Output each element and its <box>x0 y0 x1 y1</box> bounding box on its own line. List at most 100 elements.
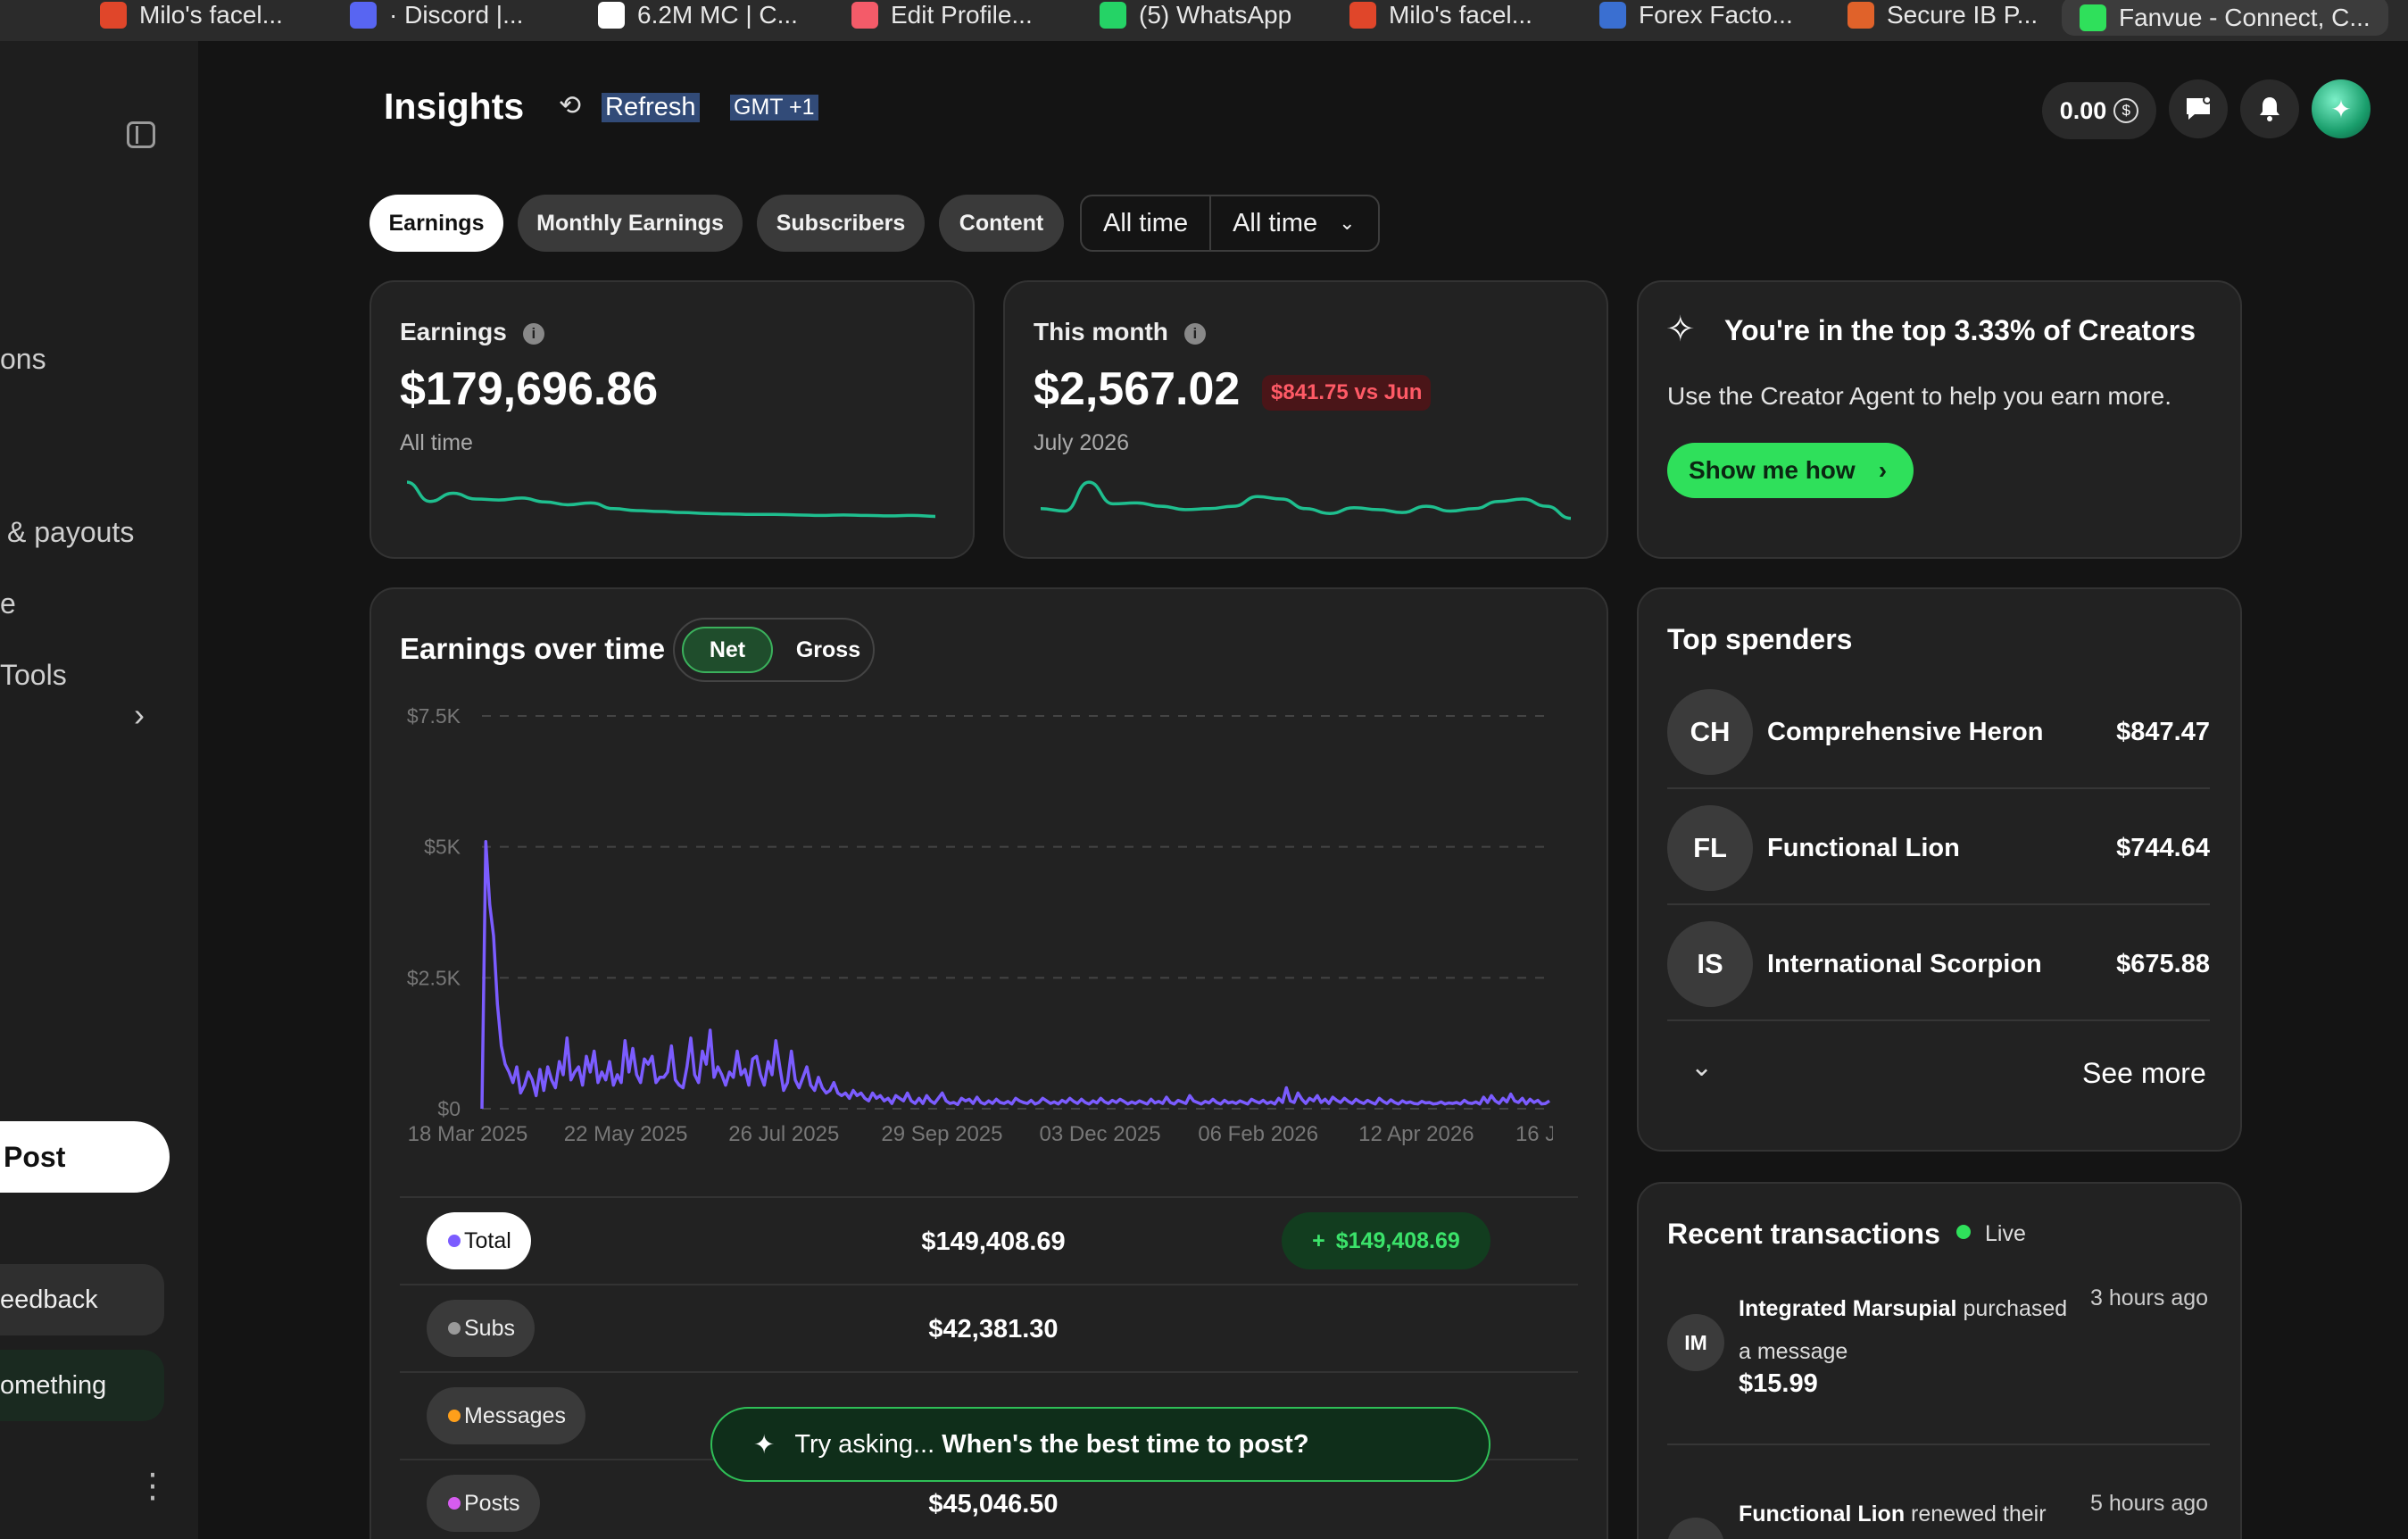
browser-tab-label: 6.2M MC | C... <box>637 1 798 29</box>
plus-icon: + <box>1312 1227 1325 1253</box>
posts-dot-icon <box>448 1497 461 1510</box>
sidebar-item-subscriptions[interactable]: ons <box>0 343 46 375</box>
browser-tab-label: Secure IB P... <box>1887 1 2038 29</box>
browser-tab[interactable]: · Discord |... <box>350 0 523 30</box>
browser-tab-label: Fanvue - Connect, C... <box>2119 4 2371 31</box>
this-month-card <box>1003 280 1608 559</box>
breakdown-value-posts: $45,046.50 <box>928 1490 1059 1518</box>
x-tick-label: 22 May 2025 <box>564 1122 688 1146</box>
sidebar-item-tools[interactable]: Tools <box>0 659 67 691</box>
browser-tab-label: Forex Facto... <box>1639 1 1793 29</box>
transaction-time: 5 hours ago <box>2090 1491 2209 1516</box>
x-tick-label: 16 Jun 2026 <box>1515 1122 1553 1146</box>
dollar-coin-icon: $ <box>2113 98 2139 123</box>
creator-rank-card <box>1637 280 2242 559</box>
transaction-amount: $15.99 <box>1739 1369 1818 1398</box>
bell-icon[interactable] <box>2240 79 2299 138</box>
spender-row[interactable]: IS International Scorpion $675.88 <box>1667 905 2210 1021</box>
see-more-link[interactable]: See more <box>2082 1057 2206 1089</box>
browser-tab[interactable]: 6.2M MC | C... <box>598 0 798 30</box>
top-spenders-title: Top spenders <box>1667 623 1853 655</box>
ask-agent-bar[interactable]: ✦ Try asking... When's the best time to … <box>710 1407 1490 1482</box>
new-post-button[interactable]: Post <box>0 1121 170 1193</box>
breakdown-chip-posts[interactable]: Posts <box>427 1475 540 1532</box>
spender-row[interactable]: FL Functional Lion $744.64 <box>1667 789 2210 905</box>
creator-rank-subtitle: Use the Creator Agent to help you earn m… <box>1667 382 2171 410</box>
browser-tab-label: Edit Profile... <box>891 1 1033 29</box>
date-range-select[interactable]: All time All time ⌄ <box>1080 195 1380 252</box>
browser-tab-label: Milo's facel... <box>1389 1 1532 29</box>
browser-tab[interactable]: Forex Facto... <box>1599 0 1793 30</box>
filter-chip-earnings[interactable]: Earnings <box>370 195 503 252</box>
tab-favicon-icon <box>598 2 625 29</box>
balance-value: 0.00 <box>2059 96 2107 124</box>
earnings-sparkline <box>406 480 936 519</box>
browser-tab-label: · Discord |... <box>389 1 524 29</box>
x-tick-label: 29 Sep 2025 <box>881 1122 1002 1146</box>
avatar: IM <box>1667 1314 1724 1371</box>
toggle-net[interactable]: Net <box>682 627 773 673</box>
tab-favicon-icon <box>1848 2 1874 29</box>
earnings-series-line <box>480 840 1550 1110</box>
transaction-text-line2: a message <box>1739 1339 1848 1364</box>
spender-row[interactable]: CH Comprehensive Heron $847.47 <box>1667 673 2210 789</box>
breakdown-chip-messages[interactable]: Messages <box>427 1387 585 1444</box>
chevron-down-icon[interactable]: ⌄ <box>1690 1052 1714 1082</box>
y-tick-label: $0 <box>437 1097 461 1120</box>
sidebar-item-e[interactable]: e <box>0 587 16 620</box>
tab-favicon-icon <box>1599 2 1626 29</box>
sidebar-collapse-icon[interactable] <box>127 121 155 148</box>
browser-tab[interactable]: Secure IB P... <box>1848 0 2038 30</box>
live-label: Live <box>1985 1221 2026 1246</box>
toggle-gross[interactable]: Gross <box>795 636 861 662</box>
x-tick-label: 12 Apr 2026 <box>1358 1122 1474 1146</box>
recent-transactions-title: Recent transactions <box>1667 1218 1940 1250</box>
breakdown-value-total: $149,408.69 <box>921 1227 1066 1256</box>
filter-chip-subscribers[interactable]: Subscribers <box>757 195 925 252</box>
tab-favicon-icon <box>350 2 377 29</box>
this-month-value: $2,567.02 <box>1034 363 1241 415</box>
sidebar-item-payouts[interactable]: & payouts <box>7 516 135 548</box>
month-sparkline <box>1040 480 1572 520</box>
transaction-time: 3 hours ago <box>2090 1285 2209 1310</box>
browser-tab[interactable]: (5) WhatsApp <box>1100 0 1291 30</box>
range-from[interactable]: All time <box>1082 196 1212 250</box>
browser-tab[interactable]: Fanvue - Connect, C... <box>2062 0 2388 36</box>
user-avatar[interactable]: ✦ <box>2312 79 2371 138</box>
refresh-link[interactable]: Refresh <box>602 93 700 122</box>
spender-name: International Scorpion <box>1767 950 2042 978</box>
sidebar: ons & payouts e Tools › Post eedback ome… <box>0 41 198 1539</box>
transaction-text: Functional Lion renewed their <box>1739 1502 2047 1527</box>
chevron-down-icon: ⌄ <box>1339 212 1356 234</box>
refresh-icon[interactable]: ⟲ <box>559 91 582 121</box>
show-me-how-button[interactable]: Show me how › <box>1667 443 1914 498</box>
messages-icon[interactable] <box>2169 79 2228 138</box>
x-tick-label: 26 Jul 2025 <box>728 1122 839 1146</box>
breakdown-chip-total[interactable]: Total <box>427 1212 531 1269</box>
spender-name: Functional Lion <box>1767 834 1960 862</box>
browser-tab[interactable]: Milo's facel... <box>100 0 283 30</box>
more-options-icon[interactable]: ⋮ <box>136 1468 170 1505</box>
chevron-right-icon[interactable]: › <box>134 696 145 733</box>
timezone-label: GMT +1 <box>730 95 818 121</box>
breakdown-row-total: Total $149,408.69 + $149,408.69 <box>400 1196 1578 1284</box>
y-tick-label: $7.5K <box>407 704 461 728</box>
browser-tab-label: Milo's facel... <box>139 1 283 29</box>
request-something-button[interactable]: omething <box>0 1350 164 1421</box>
info-icon[interactable]: i <box>1183 323 1206 345</box>
filter-chip-monthly-earnings[interactable]: Monthly Earnings <box>518 195 743 252</box>
transaction-text: Integrated Marsupial purchased <box>1739 1296 2068 1321</box>
info-icon[interactable]: i <box>522 323 544 345</box>
earnings-value: $179,696.86 <box>400 363 659 415</box>
feedback-button[interactable]: eedback <box>0 1264 164 1335</box>
wallet-balance[interactable]: 0.00 $ <box>2042 82 2156 139</box>
browser-tab[interactable]: Edit Profile... <box>851 0 1033 30</box>
total-dot-icon <box>448 1235 461 1247</box>
spender-name: Comprehensive Heron <box>1767 718 2044 746</box>
tab-favicon-icon <box>1349 2 1376 29</box>
breakdown-chip-subs[interactable]: Subs <box>427 1300 535 1357</box>
range-to[interactable]: All time ⌄ <box>1233 208 1356 237</box>
browser-tab[interactable]: Milo's facel... <box>1349 0 1532 30</box>
filter-chip-content[interactable]: Content <box>939 195 1064 252</box>
net-gross-toggle[interactable]: Net Gross <box>673 618 875 682</box>
